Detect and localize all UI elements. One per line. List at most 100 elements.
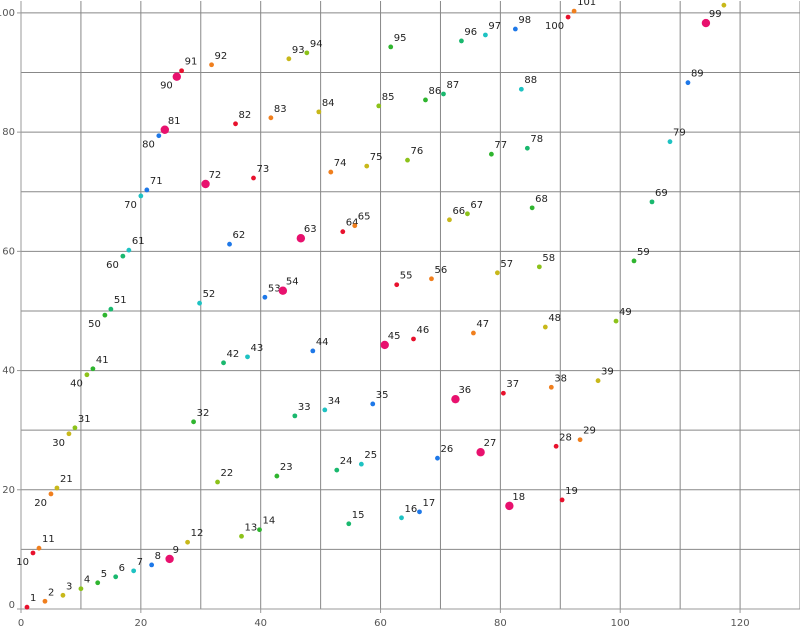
point-label: 90 [160, 81, 173, 92]
point [322, 407, 328, 413]
point [209, 62, 214, 68]
point-label: 30 [52, 438, 65, 449]
point-label: 66 [452, 206, 465, 217]
point [24, 604, 30, 610]
point-label: 49 [619, 307, 632, 318]
y-tick-label: 80 [2, 127, 15, 138]
point-label: 98 [518, 15, 531, 26]
point [179, 68, 184, 74]
point [536, 264, 542, 270]
point [268, 115, 274, 121]
point-label: 42 [227, 349, 240, 360]
point [126, 247, 132, 253]
point-label: 76 [411, 146, 424, 157]
point-label: 79 [673, 128, 686, 139]
point-label: 57 [500, 259, 513, 270]
point-label: 38 [554, 373, 567, 384]
point-label: 102 [727, 0, 746, 2]
point-label: 29 [583, 426, 596, 437]
point [78, 586, 84, 592]
point [631, 258, 637, 264]
point [417, 509, 422, 515]
point [172, 72, 181, 81]
point-label: 94 [310, 39, 323, 50]
point-label: 70 [124, 200, 137, 211]
point [227, 241, 232, 247]
point-label: 9 [173, 545, 179, 556]
point-label: 36 [458, 385, 471, 396]
point [138, 193, 144, 199]
point-label: 82 [239, 110, 252, 121]
point [149, 562, 155, 568]
point-label: 31 [78, 414, 91, 425]
x-tick-label: 120 [731, 618, 750, 629]
point-label: 20 [34, 498, 47, 509]
point [286, 56, 292, 62]
point-label: 2 [48, 587, 54, 598]
point [429, 276, 434, 282]
point-label: 84 [322, 98, 335, 109]
point-label: 87 [446, 80, 459, 91]
point-label: 25 [364, 450, 377, 461]
point [505, 501, 514, 511]
point-label: 4 [84, 575, 90, 586]
point [334, 467, 340, 473]
point-label: 71 [150, 176, 163, 187]
point [701, 18, 711, 28]
point-label: 28 [559, 432, 572, 443]
point [156, 133, 162, 139]
point-label: 67 [470, 200, 483, 211]
point-label: 16 [405, 504, 418, 515]
point-label: 6 [119, 563, 125, 574]
point-label: 8 [155, 551, 161, 562]
point-label: 14 [262, 516, 275, 527]
point-label: 58 [542, 253, 555, 264]
point [441, 91, 446, 97]
point [488, 151, 494, 157]
point [197, 300, 202, 306]
point [476, 448, 485, 457]
x-tick-label: 20 [134, 618, 147, 629]
point [649, 199, 655, 205]
point-label: 91 [185, 57, 198, 68]
point-label: 60 [106, 260, 119, 271]
x-tick-label: 60 [374, 618, 387, 629]
point-label: 17 [422, 498, 435, 509]
point-label: 21 [60, 474, 73, 485]
point [36, 545, 42, 551]
y-tick-label: 40 [2, 366, 15, 377]
point-label: 13 [245, 522, 258, 533]
point-label: 22 [221, 468, 234, 479]
point [577, 437, 583, 443]
point-label: 54 [286, 277, 299, 288]
point-label: 33 [298, 402, 311, 413]
y-tick-label: 100 [0, 8, 15, 19]
point-label: 61 [132, 236, 145, 247]
point [380, 340, 389, 350]
point [245, 354, 250, 360]
point [542, 324, 548, 330]
point [90, 366, 96, 372]
point [30, 550, 36, 556]
point-label: 19 [565, 486, 578, 497]
point-label: 26 [440, 444, 453, 455]
point [221, 360, 226, 366]
point [310, 348, 316, 354]
point [72, 425, 78, 431]
point [48, 491, 54, 497]
x-tick-label: 100 [611, 618, 630, 629]
point-label: 88 [524, 75, 537, 86]
point-label: 101 [577, 0, 596, 8]
point-label: 11 [42, 534, 55, 545]
point [423, 97, 428, 103]
point [500, 390, 506, 396]
point-label: 43 [251, 343, 264, 354]
point-label: 46 [416, 325, 429, 336]
point [548, 384, 554, 390]
point-label: 99 [709, 9, 722, 20]
point [405, 157, 410, 163]
point [54, 485, 60, 491]
point-label: 7 [137, 557, 143, 568]
